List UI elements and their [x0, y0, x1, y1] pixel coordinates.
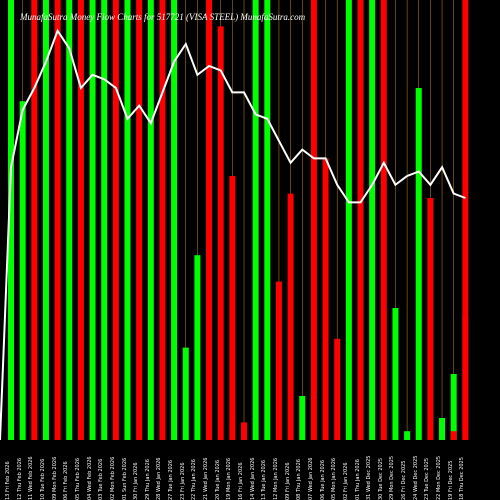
- x-tick-label: 29 Thu Jan 2026: [144, 459, 151, 500]
- bar: [357, 0, 364, 440]
- bar: [42, 0, 49, 440]
- x-tick-label: 18 Thu Dec 2025: [459, 457, 466, 500]
- bar: [299, 396, 306, 440]
- x-tick-label: 13 Tue Jan 2026: [261, 459, 268, 500]
- x-tick-label: 20 Tue Jan 2026: [214, 459, 221, 500]
- bar: [66, 0, 73, 440]
- x-tick-label: 07 Wed Jan 2026: [307, 457, 314, 500]
- x-tick-label: 10 Tue Feb 2026: [39, 458, 46, 500]
- x-tick-label: 30 Fri Jan 2026: [133, 462, 140, 500]
- x-tick-label: 13 Fri Feb 2026: [5, 461, 11, 500]
- x-tick-label: 14 Wed Jan 2026: [249, 457, 256, 500]
- bar: [439, 418, 446, 440]
- bar: [77, 0, 84, 440]
- bar: [89, 0, 96, 440]
- price-line: [0, 28, 466, 441]
- bar: [427, 198, 434, 440]
- bar: [415, 88, 422, 440]
- bar: [380, 0, 387, 440]
- x-tick-label: 26 Fri Dec 2025: [401, 460, 408, 500]
- x-tick-label: 19 Mon Jan 2026: [226, 457, 233, 500]
- x-tick-label: 12 Mon Jan 2026: [272, 457, 279, 500]
- bar: [369, 0, 376, 440]
- x-tick-label: 04 Wed Feb 2026: [86, 456, 93, 500]
- x-tick-label: 11 Wed Feb 2026: [28, 456, 35, 500]
- x-tick-label: 22 Mon Dec 2025: [436, 455, 443, 500]
- bar: [217, 26, 224, 441]
- x-tick-label: 01 Thu Jan 2026: [354, 459, 361, 500]
- bar: [54, 0, 61, 440]
- line-series: [0, 28, 466, 441]
- x-tick-label: 08 Thu Jan 2026: [296, 459, 303, 500]
- x-tick-label: 30 Tue Dec 2025: [377, 457, 384, 500]
- x-tick-label: 06 Tue Jan 2026: [319, 459, 326, 500]
- x-tick-label: 31 Wed Dec 2025: [366, 455, 373, 500]
- x-tick-label: 09 Mon Feb 2026: [51, 456, 58, 500]
- x-tick-label: 19 Fri Dec 2025: [447, 460, 454, 500]
- bar: [264, 0, 271, 440]
- bar: [8, 0, 14, 440]
- x-tick-label: 02 Mon Feb 2026: [109, 456, 116, 500]
- chart-title: MunafaSutra Money Flow Charts for 517721…: [20, 12, 306, 22]
- bar-overlay: [462, 316, 469, 440]
- bar: [112, 0, 119, 440]
- bar: [310, 0, 317, 440]
- bar: [101, 0, 108, 440]
- bar: [206, 0, 213, 440]
- x-tick-label: 27 Tue Jan 2026: [168, 459, 175, 500]
- x-tick-label: 01 Sun Feb 2026: [121, 457, 128, 500]
- bar: [404, 431, 411, 440]
- bar: [136, 0, 143, 440]
- x-tick-label: 23 Fri Jan 2026: [179, 462, 186, 500]
- x-tick-label: 22 Thu Jan 2026: [191, 459, 198, 500]
- bar: [450, 374, 457, 440]
- x-tick-label: 29 Mon Dec 2025: [389, 455, 396, 500]
- x-tick-label: 21 Wed Jan 2026: [203, 457, 210, 500]
- x-tick-label: 06 Fri Feb 2026: [63, 461, 70, 500]
- x-tick-label: 16 Fri Jan 2026: [238, 462, 244, 500]
- bars: [8, 0, 469, 441]
- bar: [345, 0, 352, 440]
- x-tick-label: 09 Fri Jan 2026: [284, 462, 291, 500]
- bar: [392, 308, 399, 440]
- bar: [252, 0, 259, 440]
- bar: [159, 0, 166, 440]
- x-tick-label: 05 Mon Jan 2026: [331, 457, 338, 500]
- bar: [229, 176, 236, 440]
- x-tick-label: 02 Fri Jan 2026: [342, 462, 349, 500]
- bar: [287, 193, 294, 440]
- bar: [194, 255, 201, 440]
- bar: [19, 101, 26, 440]
- bar: [31, 0, 38, 440]
- bar: [322, 158, 329, 440]
- x-tick-label: 24 Wed Dec 2025: [412, 455, 419, 500]
- bar: [171, 0, 178, 440]
- bar: [182, 347, 189, 440]
- x-tick-label: 28 Wed Jan 2026: [156, 457, 163, 500]
- bar: [241, 422, 247, 440]
- bar: [462, 0, 469, 440]
- x-tick-label: 03 Tue Feb 2026: [98, 458, 105, 500]
- x-tick-label: 05 Thu Feb 2026: [74, 457, 81, 500]
- x-tick-label: 23 Tue Dec 2025: [424, 457, 431, 500]
- bar-overlay: [450, 431, 457, 440]
- bar: [275, 281, 282, 440]
- bar: [124, 0, 131, 440]
- bar: [147, 0, 154, 440]
- bar: [334, 338, 341, 440]
- x-tick-label: 12 Thu Feb 2026: [16, 457, 23, 500]
